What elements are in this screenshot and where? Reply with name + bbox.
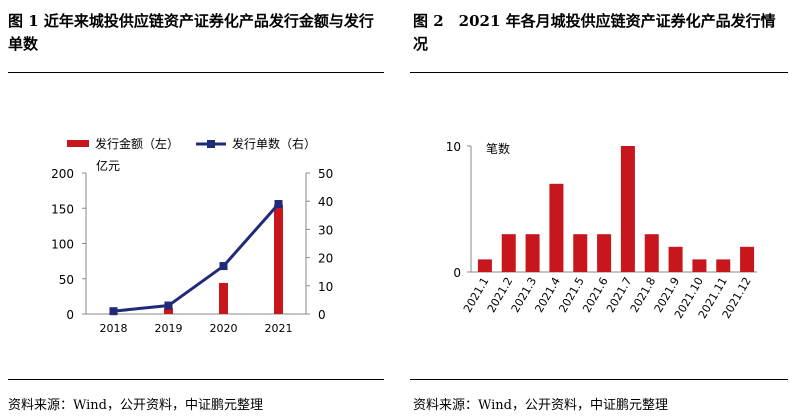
bar-amount [274,204,283,314]
left-tick-label: 50 [59,273,74,287]
bar-monthly-count [740,246,755,272]
bar-monthly-count [692,259,707,272]
figure1-top-rule [8,72,384,73]
chart1-svg: 发行金额（左） 发行单数（右） 亿元 0 50 100 150 200 0 10 20 30 40 50 2… [51,136,333,335]
figure2-source: 资料来源：Wind，公开资料，中证鹏元整理 [413,398,668,413]
point-count [219,262,228,271]
legend-label-amount: 发行金额（左） [95,136,179,151]
figure2-top-rule [410,72,788,73]
x-tick-label: 2018 [100,322,128,335]
point-count [109,307,118,316]
right-tick-label: 40 [318,195,333,209]
figure2-title: 图 2 2021 年各月城投供应链资产证券化产品发行情况 [413,12,776,53]
point-count [274,200,283,209]
right-tick-label: 10 [318,280,333,294]
bar-monthly-count [477,259,492,272]
point-count [164,301,173,310]
bar-monthly-count [716,259,731,272]
bar-monthly-count [573,234,588,272]
bar-monthly-count [525,234,540,272]
bar-amount [219,282,228,314]
right-tick-label: 30 [318,223,333,237]
left-tick-label: 200 [51,167,74,181]
line-count [113,203,280,313]
y-tick-label: 10 [446,140,461,154]
left-tick-label: 150 [51,202,74,216]
bar-monthly-count [644,234,659,272]
figure1-source: 资料来源：Wind，公开资料，中证鹏元整理 [8,398,263,413]
legend-swatch-amount [67,140,89,147]
figure1-bottom-rule [8,379,384,380]
legend-marker-count [207,140,215,148]
bar-monthly-count [501,234,516,272]
figure2-bottom-rule [410,379,788,380]
bar-monthly-count [668,246,683,272]
legend-label-count: 发行单数（右） [232,136,316,151]
left-tick-label: 0 [66,308,74,322]
y-tick-label: 0 [453,266,461,280]
chart2-svg: 010 笔数2021.12021.22021.32021.42021.52021.… [446,140,757,321]
left-tick-label: 100 [51,238,74,252]
x-tick-label: 2020 [210,322,238,335]
right-tick-label: 50 [318,167,333,181]
y-axis-unit: 亿元 [96,158,120,173]
bar-monthly-count [620,146,635,272]
x-tick-label: 2021 [265,322,293,335]
right-tick-label: 0 [318,308,326,322]
y-axis-unit: 笔数 [486,141,510,156]
bar-amount [164,308,173,314]
figure1-title: 图 1 近年来城投供应链资产证券化产品发行金额与发行单数 [8,12,374,53]
right-tick-label: 20 [318,252,333,266]
x-tick-label: 2019 [155,322,183,335]
bar-monthly-count [549,183,564,272]
bar-monthly-count [597,234,612,272]
